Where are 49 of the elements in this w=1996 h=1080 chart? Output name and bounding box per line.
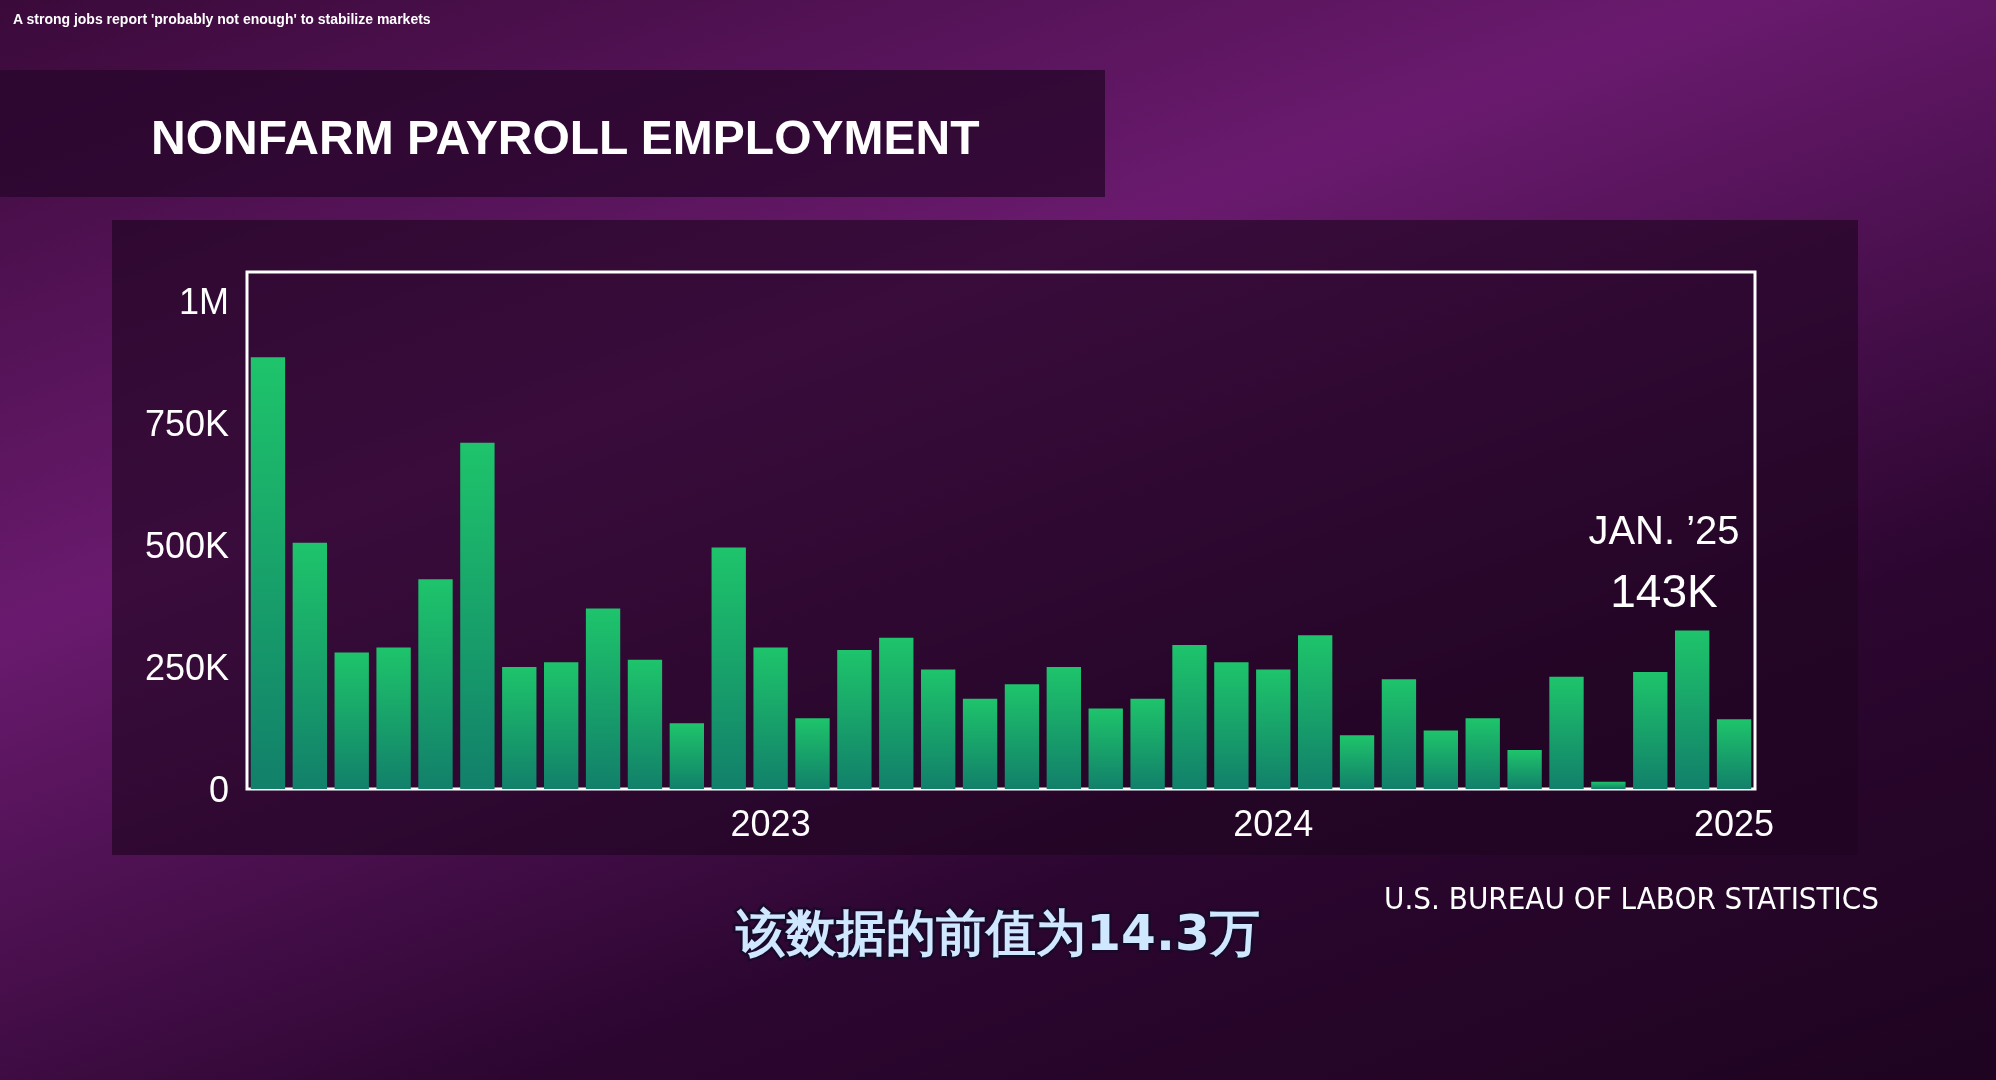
bar [585, 608, 621, 789]
y-tick-label: 0 [208, 768, 229, 810]
y-tick-label: 750K [144, 402, 229, 444]
text: U.S. BUREAU OF LABOR STATISTICS [1384, 879, 1880, 916]
bar [962, 698, 998, 789]
bar [837, 650, 872, 789]
bar [502, 667, 537, 789]
bar [1381, 679, 1417, 789]
bar [879, 637, 914, 789]
annotation: JAN. ’25 143K [1588, 508, 1740, 617]
y-tick-label: 250K [144, 646, 229, 688]
x-tick-label: 2024 [1233, 802, 1314, 844]
bar [460, 442, 495, 789]
bar [1130, 698, 1165, 789]
bar [543, 662, 579, 789]
x-tick-label: 2025 [1694, 802, 1775, 844]
bar [1088, 708, 1123, 789]
bar [1633, 671, 1668, 789]
bar [1046, 667, 1082, 789]
bar [1172, 645, 1207, 789]
bar [292, 542, 328, 789]
bar [1214, 662, 1249, 789]
bar [1507, 749, 1542, 789]
bar [1674, 630, 1710, 789]
bar [1591, 781, 1626, 789]
bar [250, 357, 286, 789]
chart-title: NONFARM PAYROLL EMPLOYMENT [151, 110, 980, 164]
bar [1256, 669, 1291, 789]
bar [1297, 635, 1333, 789]
bar [920, 669, 956, 789]
y-tick-label: 500K [144, 524, 229, 566]
bar [627, 659, 663, 789]
bar [753, 647, 788, 789]
bar [1339, 735, 1375, 789]
bar [418, 579, 453, 789]
bar [1549, 676, 1584, 789]
bar [1465, 718, 1500, 789]
x-tick-label: 2023 [730, 802, 811, 844]
text: A strong jobs report 'probably not enough' to stabilize markets [13, 11, 431, 27]
bar [669, 723, 705, 789]
bar [334, 652, 369, 789]
bar [376, 647, 411, 789]
y-tick-label: 1M [178, 280, 229, 322]
bar [795, 718, 830, 789]
bar [1716, 719, 1752, 789]
bar [711, 547, 746, 789]
bar [1423, 730, 1459, 789]
text: 该数据的前值为14.3万 [735, 903, 1260, 962]
bar [1004, 684, 1040, 789]
